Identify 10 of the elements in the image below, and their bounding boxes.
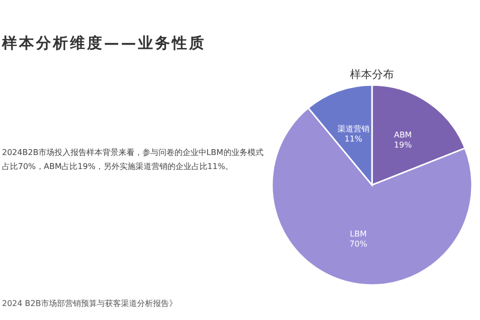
slice-label: LBM — [350, 229, 367, 238]
chart-title: 样本分布 — [350, 68, 394, 81]
text: 样本分析维度——业务性质 — [2, 34, 206, 53]
data-label: 19% — [394, 140, 412, 150]
text: 2024 B2B市场部营销预算与获客渠道分析报告》 — [2, 298, 177, 309]
data-label: 11% — [344, 134, 363, 144]
text: 2024B2B市场投入报告样本背景来看，参与问卷的企业中LBM的业务模式占比70%，ABM占比19%，另外实施渠道营销的企业占比11%。 — [2, 147, 264, 173]
slice-label: 渠道营销 — [337, 124, 370, 134]
slice-label: ABM — [394, 130, 412, 140]
data-label: 70% — [349, 239, 368, 248]
